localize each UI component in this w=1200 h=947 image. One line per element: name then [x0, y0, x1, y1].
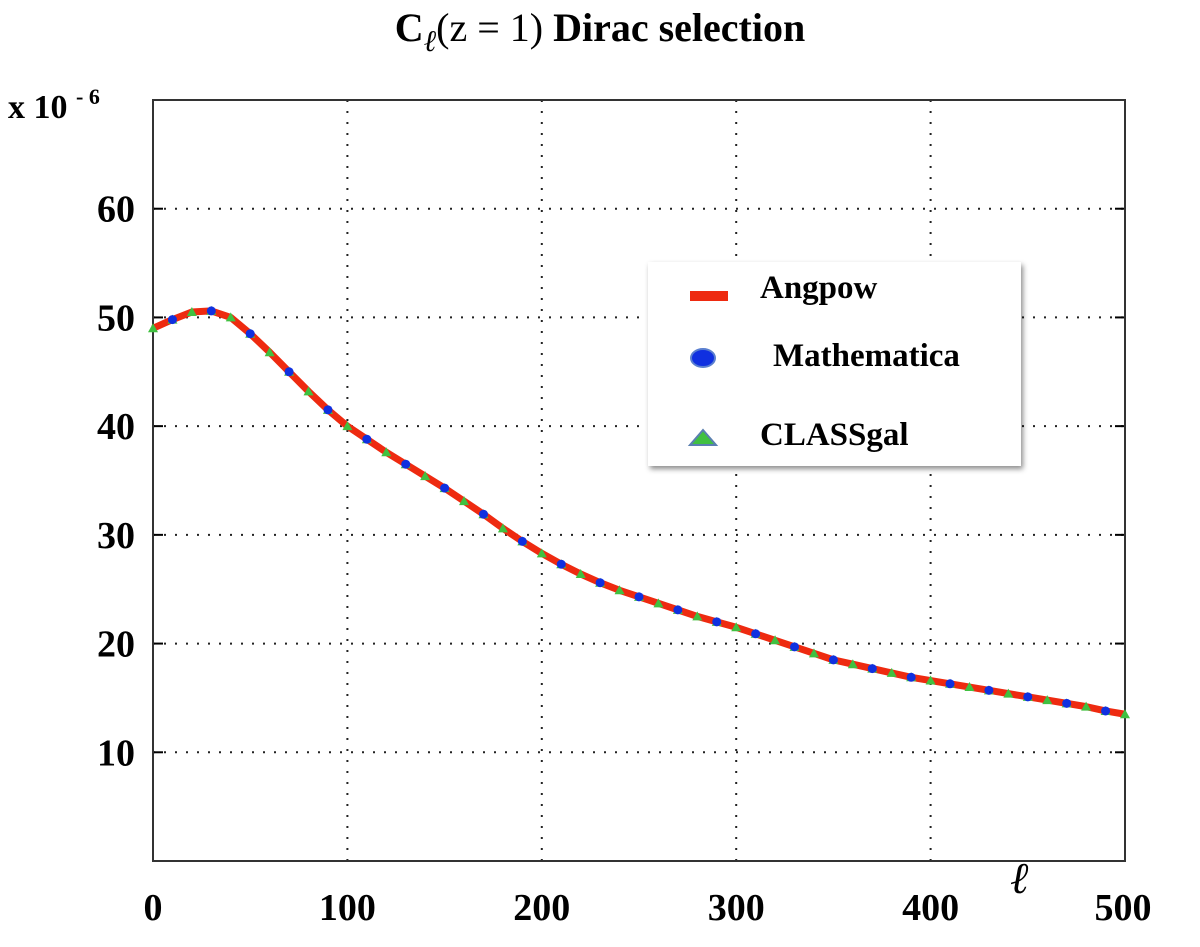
x-tick-label: 500 [1095, 887, 1152, 929]
classgal-marker [847, 659, 858, 669]
classgal-marker [808, 648, 819, 658]
legend-markers [687, 291, 728, 446]
y-scale-exponent: - 6 [76, 84, 100, 109]
mathematica-marker [1023, 692, 1033, 702]
classgal-marker [1120, 709, 1130, 719]
y-scale-base: x 10 [8, 89, 68, 126]
mathematica-marker [1101, 706, 1111, 716]
mathematica-marker [595, 578, 605, 588]
mathematica-marker [440, 483, 450, 493]
mathematica-marker [984, 685, 994, 695]
mathematica-marker [362, 434, 372, 444]
legend-circle-icon [690, 348, 716, 368]
classgal-marker [925, 675, 936, 685]
legend-line-icon [690, 291, 728, 301]
classgal-marker [575, 568, 586, 578]
mathematica-marker [790, 642, 800, 652]
mathematica-marker [401, 459, 411, 469]
plot-frame [152, 99, 1126, 862]
legend: Angpow Mathematica CLASSgal [648, 262, 1021, 466]
title-prefix: C [394, 5, 424, 50]
classgal-marker [186, 306, 197, 316]
mathematica-marker [673, 605, 683, 615]
x-tick-label: 200 [513, 887, 570, 929]
legend-triangle-icon [687, 428, 719, 446]
classgal-marker [148, 323, 158, 333]
classgal-marker [459, 496, 470, 506]
legend-label-angpow: Angpow [760, 270, 878, 306]
x-tick-label: 400 [902, 887, 959, 929]
classgal-marker [886, 667, 897, 677]
x-tick-label: 300 [708, 887, 765, 929]
classgal-marker [964, 682, 975, 692]
y-tick-label: 40 [97, 406, 135, 448]
x-tick-label: 0 [144, 887, 163, 929]
classgal-marker [303, 386, 314, 396]
series-layer [148, 305, 1130, 719]
mathematica-marker [517, 536, 527, 546]
title-subscript: ℓ [423, 25, 437, 58]
mathematica-marker [167, 315, 177, 325]
axes [152, 99, 1126, 862]
classgal-marker [497, 523, 508, 533]
mathematica-marker [206, 306, 216, 316]
classgal-marker [225, 312, 236, 322]
mathematica-marker [478, 509, 488, 519]
mathematica-marker [245, 329, 255, 339]
y-tick-label: 20 [97, 624, 135, 666]
classgal-marker [614, 585, 625, 595]
classgal-marker [264, 347, 275, 357]
mathematica-marker [828, 655, 838, 665]
mathematica-marker [556, 559, 566, 569]
grid [153, 100, 1125, 861]
tick-labels: 0 100 200 300 400 500 10 20 30 40 50 60 [97, 189, 1152, 929]
mathematica-marker [284, 367, 294, 377]
classgal-marker [1081, 701, 1092, 711]
y-tick-label: 10 [97, 732, 135, 774]
title-suffix: Dirac selection [553, 5, 806, 50]
mathematica-marker [634, 592, 644, 602]
mathematica-marker [906, 672, 916, 682]
mathematica-marker [712, 617, 722, 627]
title-args: (z = 1) [436, 5, 544, 50]
classgal-marker [653, 598, 664, 608]
classgal-marker [692, 611, 703, 621]
legend-label-classgal: CLASSgal [760, 417, 909, 453]
mathematica-marker [867, 664, 877, 674]
x-axis-label: ℓ [1010, 854, 1029, 903]
mathematica-marker [323, 405, 333, 415]
classgal-marker [536, 548, 547, 558]
classgal-marker [420, 471, 431, 481]
y-scale-label: x 10 - 6 [8, 84, 100, 127]
x-tick-label: 100 [319, 887, 376, 929]
classgal-marker [1042, 695, 1053, 705]
mathematica-marker [751, 629, 761, 639]
classgal-marker [381, 447, 392, 457]
y-tick-label: 50 [97, 297, 135, 339]
classgal-marker [731, 622, 742, 632]
chart-title: Cℓ(z = 1) Dirac selection [0, 4, 1200, 59]
mathematica-marker [1062, 698, 1072, 708]
classgal-marker [342, 421, 353, 431]
classgal-marker [770, 635, 781, 645]
classgal-marker [1003, 688, 1014, 698]
y-tick-label: 60 [97, 189, 135, 231]
y-tick-label: 30 [97, 515, 135, 557]
mathematica-marker [945, 679, 955, 689]
legend-label-mathematica: Mathematica [773, 338, 960, 374]
